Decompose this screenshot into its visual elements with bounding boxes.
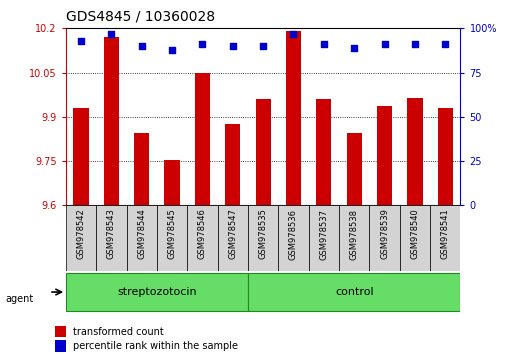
Bar — [407, 98, 422, 205]
Bar — [164, 160, 179, 205]
Point — [440, 41, 448, 47]
Bar — [134, 133, 149, 205]
Text: percentile rank within the sample: percentile rank within the sample — [73, 341, 237, 351]
Text: GSM978547: GSM978547 — [228, 209, 237, 259]
Text: GSM978540: GSM978540 — [410, 209, 419, 259]
Text: control: control — [334, 287, 373, 297]
Point — [107, 31, 115, 36]
Bar — [346, 133, 361, 205]
Text: GSM978546: GSM978546 — [197, 209, 207, 259]
FancyBboxPatch shape — [66, 205, 96, 271]
FancyBboxPatch shape — [217, 205, 247, 271]
Point — [380, 41, 388, 47]
Point — [349, 45, 358, 51]
Point — [168, 47, 176, 52]
Point — [77, 38, 85, 44]
FancyBboxPatch shape — [247, 205, 278, 271]
Point — [198, 41, 206, 47]
Text: GDS4845 / 10360028: GDS4845 / 10360028 — [66, 9, 215, 23]
Bar — [316, 99, 331, 205]
Bar — [55, 326, 66, 337]
Bar — [194, 73, 210, 205]
Bar — [437, 108, 452, 205]
FancyBboxPatch shape — [96, 205, 126, 271]
Point — [410, 41, 418, 47]
Text: GSM978535: GSM978535 — [258, 209, 267, 259]
Text: transformed count: transformed count — [73, 327, 163, 337]
FancyBboxPatch shape — [308, 205, 338, 271]
Text: GSM978538: GSM978538 — [349, 209, 358, 259]
Bar — [376, 107, 391, 205]
FancyBboxPatch shape — [247, 273, 460, 311]
Text: GSM978541: GSM978541 — [440, 209, 449, 259]
Text: GSM978537: GSM978537 — [319, 209, 328, 259]
Text: GSM978542: GSM978542 — [76, 209, 85, 259]
FancyBboxPatch shape — [399, 205, 429, 271]
Bar — [55, 340, 66, 352]
Point — [319, 41, 327, 47]
Point — [259, 43, 267, 49]
Text: GSM978539: GSM978539 — [379, 209, 388, 259]
Bar — [104, 37, 119, 205]
FancyBboxPatch shape — [157, 205, 187, 271]
FancyBboxPatch shape — [369, 205, 399, 271]
Bar — [285, 31, 300, 205]
FancyBboxPatch shape — [66, 273, 247, 311]
Bar — [225, 124, 240, 205]
Text: GSM978544: GSM978544 — [137, 209, 146, 259]
Text: GSM978545: GSM978545 — [167, 209, 176, 259]
Text: streptozotocin: streptozotocin — [117, 287, 196, 297]
Text: GSM978536: GSM978536 — [288, 209, 297, 259]
FancyBboxPatch shape — [338, 205, 369, 271]
Point — [289, 31, 297, 36]
FancyBboxPatch shape — [278, 205, 308, 271]
Text: agent: agent — [5, 294, 33, 304]
FancyBboxPatch shape — [187, 205, 217, 271]
Point — [228, 43, 236, 49]
Bar — [73, 108, 88, 205]
Text: GSM978543: GSM978543 — [107, 209, 116, 259]
Bar — [255, 99, 270, 205]
Point — [137, 43, 145, 49]
FancyBboxPatch shape — [126, 205, 157, 271]
FancyBboxPatch shape — [429, 205, 460, 271]
